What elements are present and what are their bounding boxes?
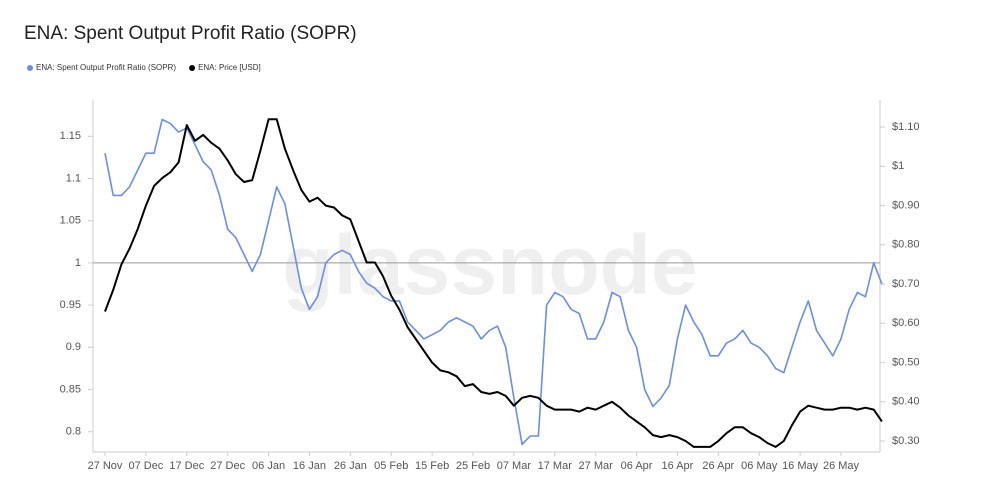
- y2-tick-label: $1: [892, 160, 904, 172]
- x-tick-label: 16 May: [782, 460, 819, 472]
- y2-tick-label: $0.70: [892, 278, 920, 290]
- x-tick-label: 06 May: [741, 460, 778, 472]
- watermark: glassnode: [282, 218, 697, 312]
- y2-tick-label: $1.10: [892, 121, 920, 133]
- y-tick-label: 1.15: [60, 130, 81, 142]
- y-tick-label: 0.8: [66, 426, 81, 438]
- x-tick-label: 26 Apr: [702, 460, 734, 472]
- x-tick-label: 16 Apr: [662, 460, 694, 472]
- x-tick-label: 17 Dec: [169, 460, 204, 472]
- legend-label: ENA: Price [USD]: [198, 63, 261, 72]
- y2-tick-label: $0.90: [892, 199, 920, 211]
- x-tick-label: 06 Apr: [621, 460, 653, 472]
- legend-marker: [27, 65, 33, 71]
- y-tick-label: 1: [75, 257, 81, 269]
- y2-tick-label: $0.30: [892, 435, 920, 447]
- x-tick-label: 15 Feb: [415, 460, 449, 472]
- x-tick-label: 06 Jan: [252, 460, 285, 472]
- y2-tick-label: $0.40: [892, 396, 920, 408]
- series-line: [104, 118, 883, 446]
- legend-marker: [189, 65, 196, 71]
- y2-tick-label: $0.50: [892, 356, 920, 368]
- x-tick-label: 07 Mar: [497, 460, 532, 472]
- y-tick-label: 0.9: [66, 341, 81, 353]
- y-tick-label: 0.85: [60, 383, 81, 395]
- legend-label: ENA: Spent Output Profit Ratio (SOPR): [36, 63, 176, 72]
- x-tick-label: 27 Nov: [88, 460, 123, 472]
- y2-tick-label: $0.60: [892, 317, 920, 329]
- x-tick-label: 07 Dec: [128, 460, 163, 472]
- chart-title: ENA: Spent Output Profit Ratio (SOPR): [24, 23, 357, 44]
- x-tick-label: 25 Feb: [456, 460, 490, 472]
- x-tick-label: 27 Mar: [579, 460, 614, 472]
- x-tick-label: 16 Jan: [293, 460, 326, 472]
- y2-tick-label: $0.80: [892, 239, 920, 251]
- y-tick-label: 1.1: [66, 172, 81, 184]
- x-tick-label: 26 May: [823, 460, 860, 472]
- x-tick-label: 27 Dec: [210, 460, 245, 472]
- x-tick-label: 26 Jan: [334, 460, 367, 472]
- series-line: [104, 118, 883, 448]
- y-tick-label: 1.05: [60, 215, 81, 227]
- x-tick-label: 05 Feb: [374, 460, 408, 472]
- x-tick-label: 17 Mar: [538, 460, 573, 472]
- y-tick-label: 0.95: [60, 299, 81, 311]
